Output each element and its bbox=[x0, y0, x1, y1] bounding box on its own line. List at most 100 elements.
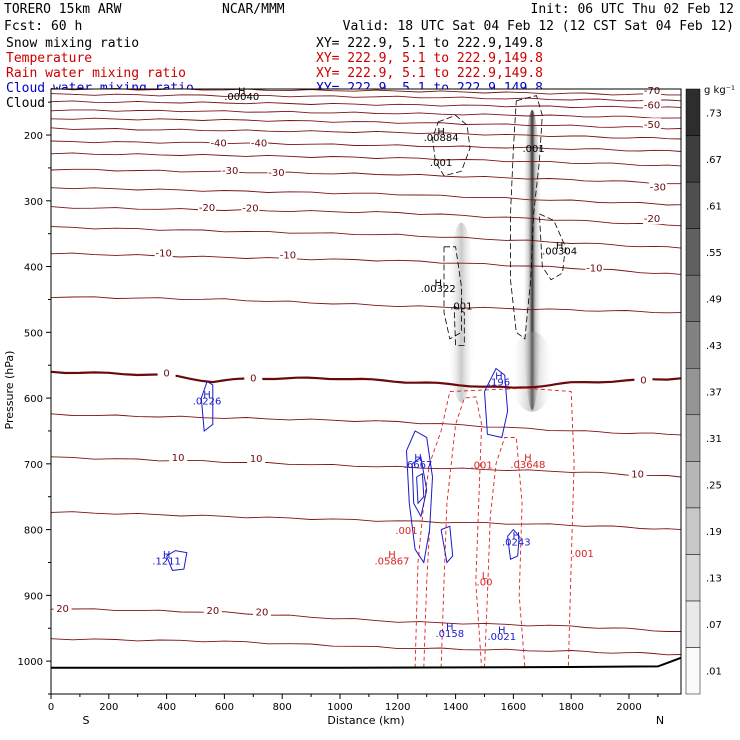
extremum-annotation: .1211 bbox=[152, 556, 181, 567]
extremum-annotation: .001 bbox=[522, 144, 544, 155]
temperature-label: -20 bbox=[199, 203, 215, 214]
temperature-label: -10 bbox=[280, 250, 296, 261]
temp-label-bg bbox=[244, 371, 263, 384]
temp-label-bg bbox=[643, 118, 662, 131]
temperature-label: -20 bbox=[242, 204, 258, 215]
temperature-contour bbox=[50, 456, 682, 478]
temperature-label: -10 bbox=[156, 248, 172, 259]
extremum-annotation: H bbox=[446, 622, 454, 633]
colorbar-tick-label: .19 bbox=[706, 527, 722, 538]
temp-label-bg bbox=[634, 373, 653, 386]
temperature-contour bbox=[50, 370, 682, 389]
cloud-water-contour bbox=[406, 430, 434, 564]
colorbar-tick-label: .07 bbox=[706, 620, 722, 631]
rain-contour bbox=[440, 396, 483, 668]
colorbar: .01 .07 .13 .19 .25 .31 .37 .43 .49 .55 .61 .67 .73 bbox=[685, 88, 722, 695]
temperature-contour bbox=[50, 93, 682, 102]
x-tick-label: 600 bbox=[215, 702, 234, 713]
cloud-ice-contours bbox=[432, 95, 566, 346]
temperature-label: 10 bbox=[631, 469, 644, 480]
colorbar-tick-label: .49 bbox=[706, 294, 722, 305]
temp-label-bg bbox=[648, 180, 667, 193]
temp-label-bg bbox=[169, 450, 188, 463]
extremum-annotation: .03648 bbox=[510, 460, 545, 471]
legend-field-xy: XY= 222.9, 5.1 to 222.9,149.8 bbox=[316, 66, 543, 81]
extremum-annotation: H bbox=[524, 453, 532, 464]
cloud-water-contour bbox=[416, 472, 425, 505]
colorbar-tick-label: .01 bbox=[706, 667, 722, 678]
extremum-annotation: .00322 bbox=[421, 284, 456, 295]
temperature-contour bbox=[50, 638, 682, 656]
temp-label-bg bbox=[643, 98, 662, 111]
temperature-contour bbox=[50, 511, 682, 531]
extremum-annotation: H bbox=[388, 550, 396, 561]
temperature-label: -30 bbox=[268, 168, 284, 179]
colorbar-tick-label: .73 bbox=[706, 108, 722, 119]
y-tick-label: 800 bbox=[24, 526, 43, 537]
extremum-annotation: .001 bbox=[572, 549, 594, 560]
ice-contour bbox=[539, 213, 566, 281]
extremum-annotation: H bbox=[437, 127, 445, 138]
y-tick-label: 700 bbox=[24, 460, 43, 471]
x-tick-label: 1800 bbox=[558, 702, 583, 713]
legend-field-xy: XY= 222.9, 5.1 to 222.9,149.8 bbox=[316, 36, 543, 51]
colorbar-segment bbox=[685, 554, 701, 602]
x-tick-label: 2000 bbox=[616, 702, 641, 713]
x-endpoint-south: S bbox=[83, 714, 90, 727]
extremum-annotation: H bbox=[163, 550, 171, 561]
cloud-water-contour bbox=[484, 367, 509, 439]
temperature-contour bbox=[50, 109, 682, 119]
colorbar-tick-label: .25 bbox=[706, 481, 722, 492]
cloud-water-contour bbox=[507, 528, 520, 560]
extremum-annotation: H bbox=[498, 626, 506, 637]
temperature-contour bbox=[50, 226, 682, 249]
org-title: NCAR/MMM bbox=[222, 2, 285, 17]
y-tick-label: 500 bbox=[24, 328, 43, 339]
colorbar-segment bbox=[685, 647, 701, 695]
colorbar-tick-label: .31 bbox=[706, 434, 722, 445]
temp-label-bg bbox=[241, 201, 260, 214]
extremum-annotation: .001 bbox=[430, 158, 452, 169]
temperature-contour bbox=[50, 168, 681, 185]
x-tick-label: 400 bbox=[157, 702, 176, 713]
extremum-annotation: H bbox=[495, 372, 503, 383]
extremum-annotation: H bbox=[434, 278, 442, 289]
extremum-annotation: .05867 bbox=[375, 556, 410, 567]
model-title: TORERO 15km ARW bbox=[4, 2, 122, 17]
extremum-annotation: .0021 bbox=[488, 632, 517, 643]
ice-contour bbox=[432, 114, 471, 177]
temperature-label: 0 bbox=[163, 369, 169, 380]
temperature-contour bbox=[50, 608, 681, 632]
ice-contour bbox=[453, 305, 465, 346]
temp-label-bg bbox=[203, 604, 222, 617]
colorbar-segment bbox=[685, 414, 701, 462]
temperature-contour bbox=[50, 127, 682, 140]
temp-label-bg bbox=[247, 452, 266, 465]
ice-contour bbox=[443, 246, 462, 340]
temperature-label: -10 bbox=[586, 264, 602, 275]
legend-field-name: Rain water mixing ratio bbox=[6, 66, 186, 81]
colorbar-segment bbox=[685, 321, 701, 369]
terrain-surface bbox=[51, 656, 682, 669]
colorbar-unit: g kg⁻¹ bbox=[704, 85, 735, 96]
extremum-annotation: .6667 bbox=[404, 460, 433, 471]
colorbar-tick-label: .61 bbox=[706, 201, 722, 212]
y-axis: 200 300 400 500 600 700 800 900 1000 bbox=[18, 101, 51, 695]
y-tick-label: 200 bbox=[24, 131, 43, 142]
extremum-annotation: L bbox=[482, 571, 488, 582]
temperature-contour bbox=[50, 413, 682, 436]
temperature-label: -40 bbox=[251, 139, 267, 150]
cloud-water-contour bbox=[166, 550, 188, 571]
extremum-annotation: H bbox=[238, 86, 246, 97]
y-tick-label: 1000 bbox=[18, 657, 43, 668]
temperature-contour bbox=[50, 140, 682, 152]
colorbar-segment bbox=[685, 181, 701, 229]
temperature-label: -30 bbox=[650, 183, 666, 194]
temperature-label: -50 bbox=[644, 120, 660, 131]
plot-area: -70 -60 -50 -40 -40 -30 -30 -30 -20 -20 -20 -10 -10 -… bbox=[50, 83, 682, 695]
temperature-contour bbox=[50, 117, 682, 130]
extremum-annotation: .00304 bbox=[542, 247, 577, 258]
x-axis-label: Distance (km) bbox=[327, 714, 404, 727]
colorbar-segment bbox=[685, 228, 701, 276]
temp-label-bg bbox=[278, 248, 297, 261]
